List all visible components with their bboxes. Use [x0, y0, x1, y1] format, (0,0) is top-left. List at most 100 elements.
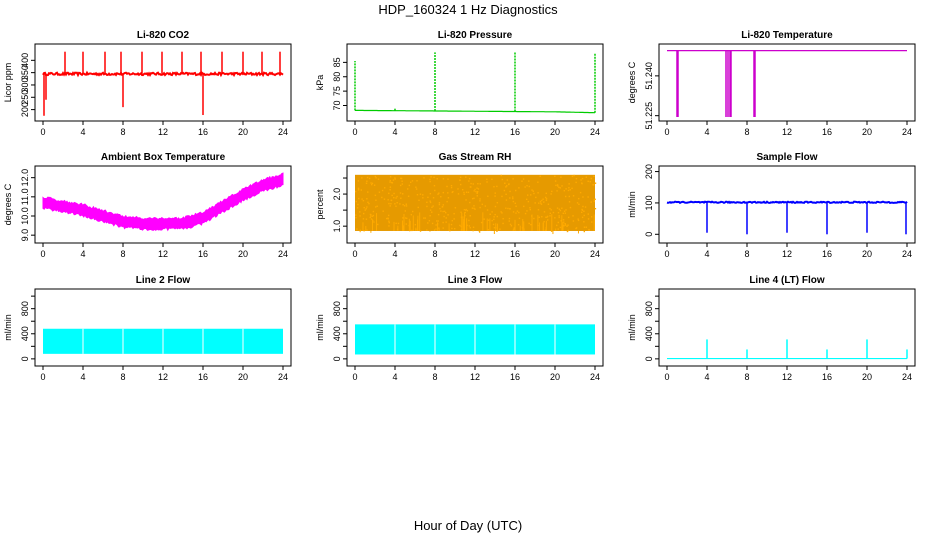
rh-dot: [473, 190, 475, 192]
rh-dot: [475, 190, 477, 193]
x-tick-label: 8: [744, 127, 749, 137]
rh-dot: [393, 196, 395, 199]
rh-dot: [442, 191, 445, 194]
rh-dot: [537, 209, 540, 211]
rh-dot: [556, 224, 558, 227]
rh-dot: [428, 220, 431, 222]
x-tick-label: 24: [902, 127, 912, 137]
rh-dot: [567, 224, 569, 226]
rh-dot: [593, 199, 596, 201]
rh-dot: [578, 203, 580, 205]
rh-dot: [564, 224, 567, 226]
rh-dot: [526, 185, 528, 187]
panel-title: Line 3 Flow: [448, 275, 503, 286]
rh-dot: [473, 205, 475, 207]
rh-dot: [457, 193, 460, 195]
y-axis: 1.0 2.0: [332, 177, 347, 232]
rh-dot: [402, 217, 404, 219]
x-tick-label: 16: [822, 127, 832, 137]
rh-dot: [568, 187, 570, 189]
rh-dot: [397, 222, 400, 225]
rh-dot: [569, 206, 572, 209]
rh-dot: [389, 189, 391, 191]
y-tick-label: 2.0: [332, 188, 342, 201]
rh-dot: [577, 218, 579, 220]
rh-dot: [365, 218, 368, 220]
rh-dot: [481, 203, 484, 206]
rh-dot: [547, 203, 550, 205]
rh-dot: [391, 182, 394, 184]
rh-dot: [381, 189, 384, 192]
rh-dot: [541, 199, 543, 202]
rh-dot: [464, 211, 466, 214]
rh-dot: [509, 208, 511, 210]
x-tick-label: 20: [238, 127, 248, 137]
rh-dot: [372, 214, 375, 217]
rh-dot: [565, 209, 567, 211]
rh-dot: [587, 180, 589, 183]
rh-dot: [565, 188, 567, 190]
rh-dot: [466, 210, 469, 212]
rh-dot: [360, 189, 363, 191]
rh-dot: [375, 199, 377, 201]
rh-dot: [431, 222, 434, 225]
rh-band: [355, 174, 595, 231]
rh-dot: [486, 178, 488, 181]
rh-dot: [411, 180, 414, 182]
rh-dot: [543, 211, 546, 213]
rh-dot: [386, 217, 388, 220]
data-series: [355, 324, 595, 355]
rh-dot: [377, 178, 380, 180]
rh-dot: [494, 195, 496, 197]
x-tick-label: 24: [590, 372, 600, 382]
x-tick-label: 8: [120, 372, 125, 382]
x-tick-label: 4: [80, 127, 85, 137]
rh-dot: [454, 207, 457, 209]
rh-dot: [373, 221, 375, 223]
rh-dot: [583, 226, 586, 228]
rh-dot: [581, 208, 583, 211]
x-tick-label: 16: [198, 127, 208, 137]
panel-title: Li-820 Pressure: [438, 30, 513, 41]
rh-dot: [368, 177, 371, 180]
rh-dot: [526, 194, 529, 196]
rh-dot: [468, 219, 470, 222]
rh-dot: [416, 194, 419, 196]
x-tick-label: 24: [902, 372, 912, 382]
x-tick-label: 0: [40, 249, 45, 259]
x-tick-label: 4: [80, 249, 85, 259]
rh-dot: [516, 210, 519, 212]
data-series: [667, 339, 908, 360]
rh-dot: [439, 207, 441, 210]
rh-dot: [564, 195, 567, 198]
rh-dot: [501, 195, 503, 198]
y-axis-label: Licor ppm: [3, 63, 13, 103]
y-tick-label: 400: [20, 53, 30, 68]
data-series: [355, 174, 597, 235]
rh-dot: [550, 230, 553, 232]
plot-frame: [34, 288, 292, 367]
rh-dot: [593, 175, 595, 178]
rh-dot: [429, 178, 431, 181]
co2-line: [42, 70, 284, 78]
rh-dot: [556, 190, 558, 192]
y-tick-label: 400: [332, 326, 342, 341]
rh-dot: [405, 205, 408, 207]
rh-dot: [583, 230, 586, 233]
y-tick-label: 75: [332, 86, 342, 96]
rh-dot: [493, 186, 495, 188]
rh-dot: [487, 229, 490, 231]
rh-dot: [453, 218, 455, 220]
rh-dot: [562, 219, 565, 221]
rh-dot: [509, 197, 511, 199]
rh-dot: [487, 195, 489, 197]
panel-title: Gas Stream RH: [439, 152, 512, 163]
rh-dot: [404, 210, 407, 212]
rh-dot: [357, 180, 360, 182]
rh-dot: [409, 181, 412, 183]
rh-dot: [472, 226, 475, 228]
rh-dot: [465, 176, 467, 178]
x-tick-label: 0: [40, 372, 45, 382]
rh-dot: [457, 188, 459, 190]
rh-dot: [390, 203, 392, 205]
